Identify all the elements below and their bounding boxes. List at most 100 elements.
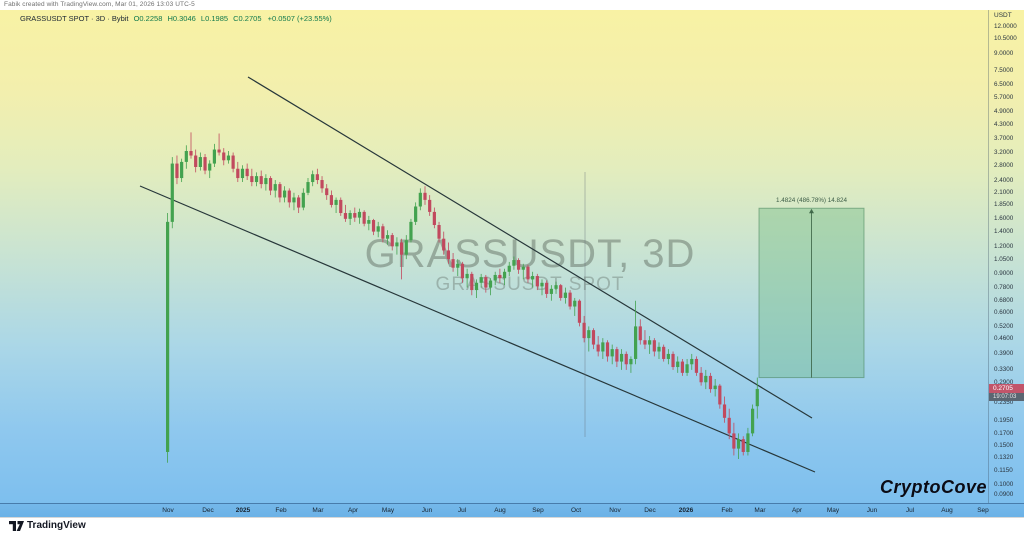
candle-body [343, 213, 348, 219]
time-label-year: 2026 [678, 507, 694, 514]
candle-body [690, 358, 694, 365]
candle-body [175, 163, 179, 179]
candle-body [727, 417, 731, 434]
candle-body [736, 439, 741, 449]
candle-body [587, 330, 591, 339]
channel-upper-trendline[interactable] [247, 76, 813, 419]
channel-lower-trendline[interactable] [139, 185, 816, 473]
price-range-arrow-icon[interactable] [809, 208, 814, 214]
symbol-legend[interactable]: GRASSUSDT SPOT · 3D · Bybit O0.2258 H0.3… [20, 14, 332, 23]
price-tick: 0.2900 [994, 378, 1014, 386]
candle-body [460, 263, 465, 279]
candle-body [184, 151, 188, 162]
legend-low: L0.1985 [200, 14, 229, 23]
candle-body [212, 149, 216, 164]
candle-body [615, 349, 619, 362]
candle-body [315, 174, 319, 181]
candle-body [563, 292, 567, 298]
candle-body [699, 372, 703, 383]
candle-body [339, 199, 343, 214]
candle-body [521, 266, 525, 270]
candle-body [208, 163, 212, 171]
candle-body [376, 226, 380, 232]
candle-body [643, 340, 647, 345]
candle-body [198, 157, 202, 167]
price-tick: 1.2000 [994, 242, 1014, 250]
candle-body [648, 340, 652, 345]
time-axis[interactable]: Nov Dec 2025 Feb Mar Apr May Jun Jul Aug Sep Oct Nov… [0, 503, 1024, 518]
export-note: Fabik created with TradingView.com, Mar … [4, 1, 195, 8]
price-tick: 0.1320 [994, 454, 1014, 462]
candle-body [559, 285, 563, 298]
price-tick: 0.6000 [994, 309, 1014, 317]
candle-body [549, 288, 553, 294]
candle-body [311, 174, 315, 183]
candle-body [694, 358, 699, 373]
price-range-tool-label[interactable]: 1.4824 (486.78%) 14.824 [775, 197, 848, 205]
legend-symbol[interactable]: GRASSUSDT SPOT · 3D · Bybit [20, 14, 129, 23]
time-label-month: Apr [791, 507, 803, 514]
price-tick: 0.1150 [994, 467, 1013, 475]
candle-body [170, 163, 174, 222]
candle-body [283, 190, 287, 198]
price-tick: 2.1000 [994, 189, 1014, 197]
price-tick: 2.8000 [994, 161, 1014, 169]
candle-body [638, 326, 642, 341]
candle-body [418, 192, 422, 207]
candle-body [222, 152, 226, 161]
candle-body [432, 211, 436, 226]
candle-body [414, 206, 418, 222]
candle-body [531, 276, 535, 280]
candle-body [526, 266, 530, 280]
candle-body [357, 211, 362, 218]
price-tick: 2.4000 [994, 176, 1014, 184]
price-tick: 0.9000 [994, 270, 1014, 278]
candle-body [591, 330, 596, 345]
price-tick: 3.2000 [994, 148, 1014, 156]
time-label-month: Mar [754, 507, 766, 514]
candle-body [619, 353, 624, 362]
candle-body [666, 353, 670, 359]
candle-body [470, 273, 474, 291]
time-label-month: Nov [162, 507, 174, 514]
candle-body [264, 178, 268, 185]
candle-body [465, 273, 469, 279]
time-label-month: Aug [494, 507, 506, 514]
channel-watermark: CryptoCove [880, 477, 988, 497]
candle-body [273, 184, 277, 191]
time-label-month: Apr [347, 507, 359, 514]
candle-body [400, 242, 404, 255]
time-label-month: Nov [609, 507, 621, 514]
candle-body [680, 361, 684, 373]
time-label-month: May [826, 507, 840, 514]
candle-body [254, 176, 259, 183]
candle-body [348, 213, 352, 219]
tradingview-wordmark[interactable]: TradingView [27, 520, 86, 531]
candle-body [385, 235, 390, 239]
candle-body [662, 346, 666, 359]
candle-body [755, 388, 759, 407]
candle-body [320, 180, 324, 189]
candle-body [334, 199, 338, 205]
candle-body [493, 274, 497, 281]
candle-body [166, 221, 170, 452]
candle-body [605, 342, 610, 357]
candle-body [484, 277, 488, 288]
time-label-month: Mar [312, 507, 324, 514]
chart-plot-area[interactable] [0, 10, 1024, 503]
candle-body [502, 271, 507, 279]
candle-body [250, 176, 254, 183]
time-label-year: 2025 [235, 507, 251, 514]
tradingview-logo-icon[interactable] [9, 521, 24, 532]
candle-body [582, 322, 586, 339]
time-label-month: Jul [457, 507, 467, 514]
price-tick: 0.4600 [994, 334, 1014, 342]
price-tick: 0.1000 [994, 480, 1014, 488]
candle-body [292, 197, 296, 203]
candle-body [507, 265, 511, 272]
candle-body [409, 221, 413, 241]
price-axis[interactable]: USDT 12.0000 10.5000 9.0000 7.5000 6.5000 5.7… [988, 10, 1024, 503]
price-tick: 1.8500 [994, 201, 1014, 209]
